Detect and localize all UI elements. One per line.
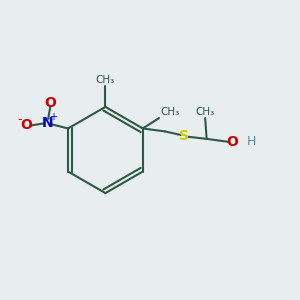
Text: CH₃: CH₃: [196, 107, 215, 117]
Text: -: -: [18, 113, 22, 126]
Text: N: N: [41, 116, 53, 130]
Text: O: O: [20, 118, 32, 133]
Text: CH₃: CH₃: [96, 75, 115, 85]
Text: H: H: [247, 135, 256, 148]
Text: O: O: [44, 96, 56, 110]
Text: CH₃: CH₃: [160, 107, 179, 117]
Text: +: +: [49, 112, 57, 122]
Text: O: O: [226, 135, 238, 149]
Text: S: S: [179, 129, 189, 143]
